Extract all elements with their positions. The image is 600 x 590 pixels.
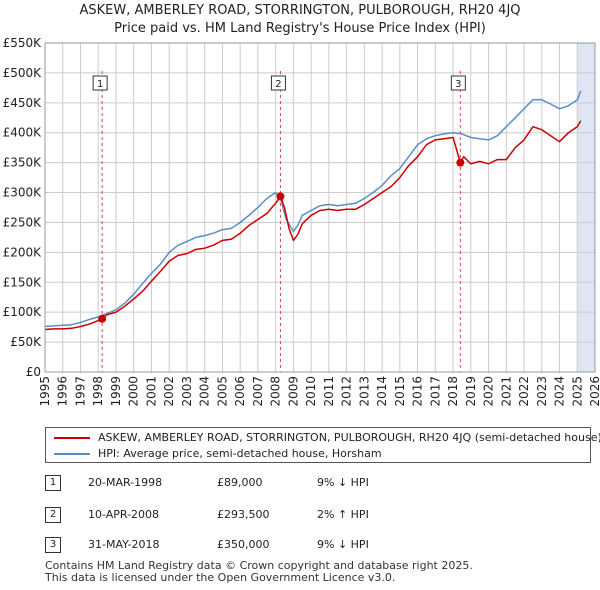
price-series-line bbox=[44, 120, 582, 331]
sale-date: 20-MAR-1998 bbox=[88, 476, 163, 489]
legend-label-price: ASKEW, AMBERLEY ROAD, STORRINGTON, PULBO… bbox=[98, 431, 600, 444]
sale-label-box bbox=[270, 75, 286, 91]
footer-copyright: Contains HM Land Registry data © Crown c… bbox=[45, 559, 473, 572]
hpi-series-line bbox=[44, 90, 582, 328]
x-tick-label: 2022 bbox=[517, 376, 531, 407]
sale-hpi-diff: 2% ↑ HPI bbox=[317, 508, 369, 521]
x-tick-label: 2000 bbox=[127, 376, 141, 407]
sale-point bbox=[98, 314, 107, 323]
legend-swatch-price bbox=[54, 437, 90, 439]
y-tick-label: £500K bbox=[3, 66, 43, 80]
chart-title-line2: Price paid vs. HM Land Registry's House … bbox=[114, 21, 486, 36]
legend-swatch-hpi bbox=[54, 453, 90, 455]
sale-badge: 3 bbox=[45, 537, 61, 553]
sale-label: 2 bbox=[275, 79, 281, 90]
sale-label: 3 bbox=[455, 79, 461, 90]
x-tick-label: 2002 bbox=[162, 376, 176, 407]
sale-date: 31-MAY-2018 bbox=[88, 538, 160, 551]
x-tick-label: 2004 bbox=[198, 376, 212, 407]
x-tick-label: 2017 bbox=[428, 376, 442, 407]
x-tick-label: 2013 bbox=[357, 376, 371, 407]
y-tick-label: £150K bbox=[3, 275, 43, 289]
footer-licence: This data is licensed under the Open Gov… bbox=[45, 571, 396, 584]
x-tick-label: 2001 bbox=[144, 376, 158, 407]
x-tick-label: 2018 bbox=[446, 376, 460, 407]
x-tick-label: 2021 bbox=[499, 376, 513, 407]
plot-border bbox=[44, 42, 596, 373]
sale-price: £293,500 bbox=[217, 508, 270, 521]
x-tick-label: 1995 bbox=[38, 376, 52, 407]
x-tick-label: 2005 bbox=[215, 376, 229, 407]
x-tick-label: 2010 bbox=[304, 376, 318, 407]
plot-background bbox=[45, 43, 595, 372]
x-tick-label: 2019 bbox=[464, 376, 478, 407]
chart-title: ASKEW, AMBERLEY ROAD, STORRINGTON, PULBO… bbox=[0, 2, 600, 38]
x-tick-label: 1998 bbox=[91, 376, 105, 407]
x-tick-label: 2009 bbox=[286, 376, 300, 407]
x-tick-label: 2007 bbox=[251, 376, 265, 407]
chart-plot: £0 £50K £100K £150K £200K £250K £300K £350K £400… bbox=[3, 36, 600, 407]
sale-price: £350,000 bbox=[217, 538, 270, 551]
x-tick-label: 2008 bbox=[269, 376, 283, 407]
x-tick-label: 2012 bbox=[340, 376, 354, 407]
y-tick-label: £200K bbox=[3, 245, 43, 259]
y-tick-label: £0 bbox=[26, 365, 41, 379]
y-tick-label: £550K bbox=[3, 36, 43, 50]
sale-point bbox=[456, 158, 465, 167]
sale-hpi-diff: 9% ↓ HPI bbox=[317, 476, 369, 489]
x-tick-label: 2024 bbox=[553, 376, 567, 407]
y-tick-label: £450K bbox=[3, 96, 43, 110]
sale-badge: 2 bbox=[45, 507, 61, 523]
x-tick-label: 2006 bbox=[233, 376, 247, 407]
x-tick-label: 2011 bbox=[322, 376, 336, 407]
sale-price: £89,000 bbox=[217, 476, 263, 489]
sale-label-box bbox=[450, 75, 466, 91]
sale-point bbox=[276, 192, 285, 201]
legend-label-hpi: HPI: Average price, semi-detached house,… bbox=[98, 447, 382, 460]
y-tick-label: £250K bbox=[3, 215, 43, 229]
sale-date: 10-APR-2008 bbox=[88, 508, 160, 521]
future-shade bbox=[577, 43, 595, 372]
y-tick-label: £300K bbox=[3, 186, 43, 200]
x-tick-label: 1997 bbox=[73, 376, 87, 407]
x-tick-label: 2016 bbox=[411, 376, 425, 407]
x-tick-label: 2014 bbox=[375, 376, 389, 407]
sale-label: 1 bbox=[97, 79, 103, 90]
y-tick-label: £400K bbox=[3, 126, 43, 140]
sale-badge: 1 bbox=[45, 475, 61, 491]
legend: ASKEW, AMBERLEY ROAD, STORRINGTON, PULBO… bbox=[45, 427, 600, 463]
x-tick-label: 2025 bbox=[570, 376, 584, 407]
sale-hpi-diff: 9% ↓ HPI bbox=[317, 538, 369, 551]
x-tick-label: 2003 bbox=[180, 376, 194, 407]
y-tick-label: £50K bbox=[10, 335, 42, 349]
x-tick-label: 2023 bbox=[535, 376, 549, 407]
x-tick-label: 2020 bbox=[482, 376, 496, 407]
footer: Contains HM Land Registry data © Crown c… bbox=[45, 560, 473, 584]
chart-title-line1: ASKEW, AMBERLEY ROAD, STORRINGTON, PULBO… bbox=[79, 3, 521, 18]
x-tick-label: 2015 bbox=[393, 376, 407, 407]
y-tick-label: £100K bbox=[3, 305, 43, 319]
y-tick-label: £350K bbox=[3, 156, 43, 170]
x-tick-label: 1996 bbox=[56, 376, 70, 407]
sale-label-box bbox=[92, 75, 108, 91]
x-tick-label: 2026 bbox=[588, 376, 600, 407]
x-tick-label: 1999 bbox=[109, 376, 123, 407]
